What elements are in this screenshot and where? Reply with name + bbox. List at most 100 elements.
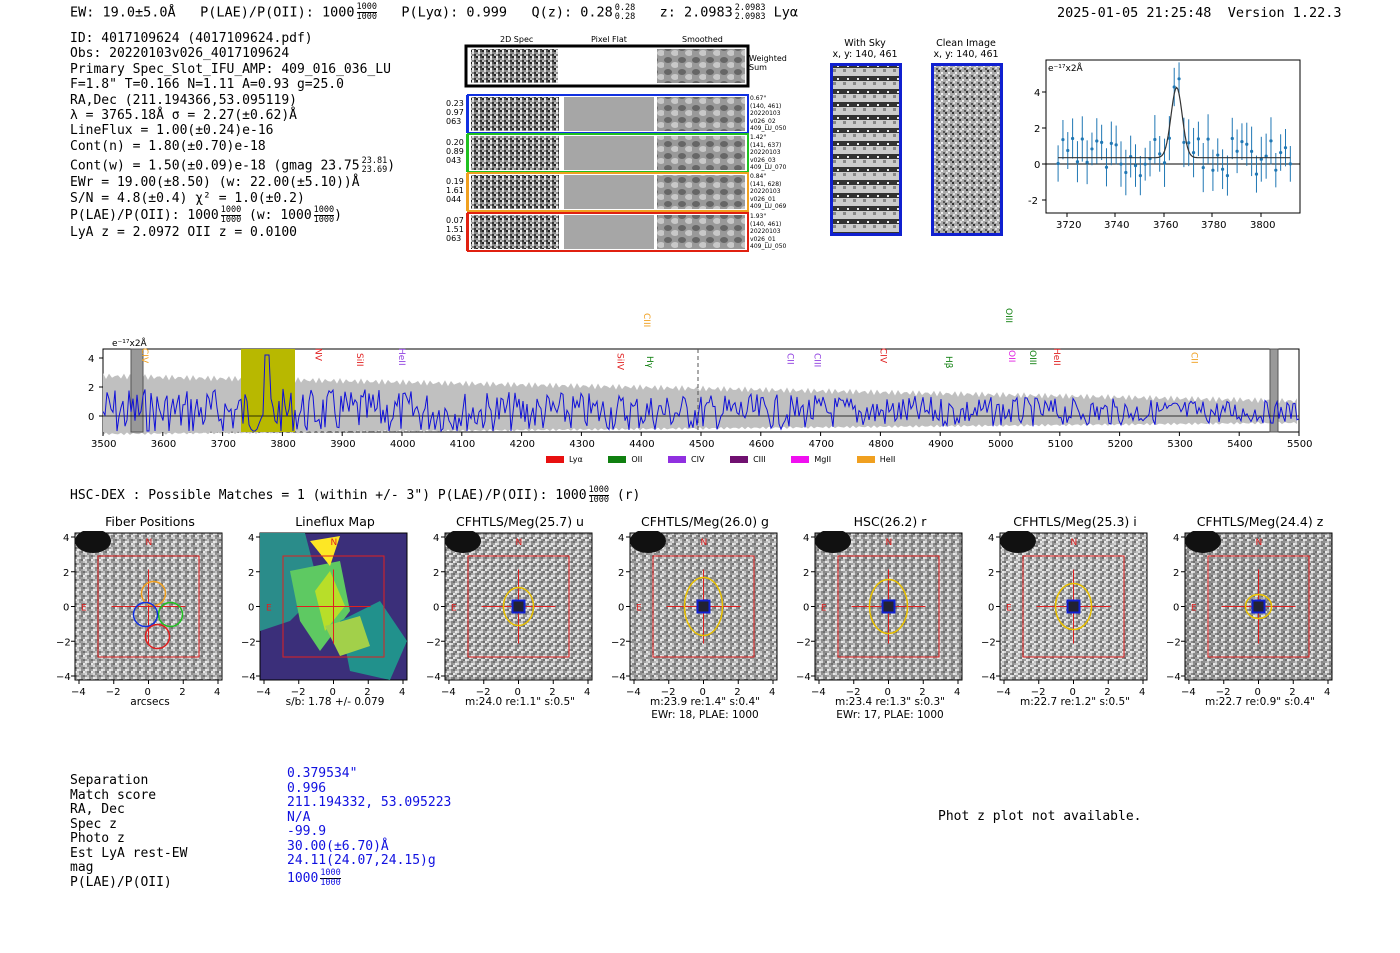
mask-region xyxy=(1269,348,1279,433)
cutout-xtick: 4 xyxy=(1139,687,1145,698)
cutout-caption: m:23.4 re:1.3" s:0.3" xyxy=(835,696,945,708)
cutout-xtick: 2 xyxy=(1289,687,1295,698)
spectrum-xtick: 3900 xyxy=(330,439,355,450)
match-label: Match score xyxy=(70,787,157,803)
cutout-caption: s/b: 1.78 +/- 0.079 xyxy=(285,696,385,708)
legend-item: HeII xyxy=(856,455,895,464)
cutout-xtick: 0 xyxy=(700,687,706,698)
cutout-xtick: 2 xyxy=(364,687,370,698)
timestamp-line: 2025-01-05 21:25:48 Version 1.22.3 xyxy=(1057,5,1342,21)
spectrum-xtick: 4800 xyxy=(868,439,893,450)
zoom-xtick: 3800 xyxy=(1250,220,1275,231)
spectrum-xtick: 5200 xyxy=(1108,439,1133,450)
match-label: Spec z xyxy=(70,816,117,832)
cutout-xtick: −2 xyxy=(1216,687,1231,698)
cutout-row: Fiber Positions N E −4 −2 0 2 4 4 2 0 −2 −4 arcsecs Li… xyxy=(0,511,1400,726)
z-line: Lyα xyxy=(773,4,798,21)
info-primary: Primary Spec_Slot_IFU_AMP: 409_016_036_L… xyxy=(70,61,391,77)
cutout-ytick: 4 xyxy=(433,533,439,544)
spectrum-y-ticks: 4 2 0 xyxy=(88,354,103,423)
cutout-ytick: 2 xyxy=(988,568,994,579)
north-marker: N xyxy=(1256,538,1263,548)
cutout-xtick: 4 xyxy=(1324,687,1330,698)
z-label: z: 2.0983 xyxy=(659,4,733,21)
info-contn: Cont(n) = 1.80(±0.70)e-18 xyxy=(70,138,266,154)
cutout-ytick: 4 xyxy=(988,533,994,544)
info-lineflux: LineFlux = 1.00(±0.24)e-16 xyxy=(70,123,274,139)
north-marker: N xyxy=(701,538,708,548)
info-obs: Obs: 20220103v026_4017109624 xyxy=(70,46,290,62)
cutout-panel: CFHTLS/Meg(24.4) z N E −4 −2 0 2 4 4 2 0 −2 −4 m:22.7… xyxy=(1155,511,1365,726)
cutout-xtick: −4 xyxy=(996,687,1011,698)
cutout-ytick: 4 xyxy=(803,533,809,544)
spectral-line-label: Hβ xyxy=(943,356,953,369)
spectrum-xtick: 4300 xyxy=(569,439,594,450)
cutout-ytick: 0 xyxy=(988,603,994,614)
legend-item: CIII xyxy=(730,455,766,464)
legend-item: CIV xyxy=(668,455,704,464)
spectrum-xtick: 4500 xyxy=(689,439,714,450)
cutout-caption: m:24.0 re:1.1" s:0.5" xyxy=(465,696,575,708)
cutout-caption: m:22.7 re:0.9" s:0.4" xyxy=(1205,696,1315,708)
spectrum-unit-label: e⁻¹⁷x2Å xyxy=(112,337,148,349)
zoom-ytick: 0 xyxy=(1034,160,1040,171)
cutout-title: CFHTLS/Meg(26.0) g xyxy=(641,514,769,529)
spectrum-xtick: 4900 xyxy=(928,439,953,450)
zoom-ytick: -2 xyxy=(1028,196,1038,207)
plya-value: P(Lyα): 0.999 xyxy=(401,4,508,21)
cutout-ytick: 2 xyxy=(433,568,439,579)
east-marker: E xyxy=(821,604,827,614)
north-marker: N xyxy=(146,538,153,548)
match-values: 0.379534" 0.996 211.194332, 53.095223 N/… xyxy=(287,766,451,888)
cutout-xtick: −2 xyxy=(1031,687,1046,698)
clean-image xyxy=(931,63,1003,236)
cutout-panel: CFHTLS/Meg(25.3) i N E −4 −2 0 2 4 4 2 0 −2 −4 m:22.7… xyxy=(970,511,1180,726)
cutout-ytick: −4 xyxy=(796,672,811,683)
north-marker: N xyxy=(516,538,523,548)
row-right-1: 0.67" (140, 461) 20220103 v026_02 409_LU_050 xyxy=(750,95,787,132)
spectrum-xtick: 4700 xyxy=(809,439,834,450)
spectral-line-label: CIII xyxy=(812,353,822,367)
hsc-dex-line: HSC-DEX : Possible Matches = 1 (within +… xyxy=(70,485,641,505)
cutout-xtick: 2 xyxy=(549,687,555,698)
cutout-xtick: 2 xyxy=(179,687,185,698)
row-right-4: 1.93" (140, 461) 20220103 v026_01 409_LU_050 xyxy=(750,213,787,250)
cutout-ytick: 2 xyxy=(63,568,69,579)
legend-item: OII xyxy=(608,455,642,464)
cutout-xtick: −4 xyxy=(256,687,271,698)
cutout-panel: Lineflux Map N E −4 −2 0 2 4 4 2 0 −2 −4 s/b: 1.78 +/… xyxy=(230,511,440,726)
east-marker: E xyxy=(451,604,457,614)
cutout-caption: m:23.9 re:1.4" s:0.4" xyxy=(650,696,760,708)
col-2d-spec: 2D Spec xyxy=(500,35,534,44)
info-sn: S/N = 4.8(±0.4) χ² = 1.0(±0.2) xyxy=(70,190,305,206)
east-marker: E xyxy=(1006,604,1012,614)
match-value: 0.996 xyxy=(287,780,327,796)
cutout-xtick: 0 xyxy=(1070,687,1076,698)
spectral-line-label: CIII xyxy=(641,313,651,327)
spectrum-xtick: 4200 xyxy=(510,439,535,450)
cutout-xtick: −4 xyxy=(626,687,641,698)
cutout-ytick: −2 xyxy=(426,637,441,648)
info-params: F=1.8" T=0.166 N=1.11 A=0.93 g=25.0 xyxy=(70,77,344,93)
row-right-3: 0.84" (141, 628) 20220103 v026_01 409_LU_069 xyxy=(750,173,787,210)
cutout-panel: Fiber Positions N E −4 −2 0 2 4 4 2 0 −2 −4 arcsecs xyxy=(45,511,255,726)
with-sky-image xyxy=(830,63,902,236)
cutout-image: N E −4 −2 0 2 4 4 2 0 −2 −4 xyxy=(241,532,408,698)
cutout-ytick: 2 xyxy=(248,568,254,579)
cutout-image: N E −4 −2 0 2 4 4 2 0 −2 −4 xyxy=(981,531,1148,698)
info-plae: P(LAE)/P(OII): 1000 1000 1000 (w: 1000 1000… xyxy=(70,205,342,226)
line-highlight xyxy=(241,349,295,432)
info-ewr: EWr = 19.00(±8.50) (w: 22.00(±5.10))Å xyxy=(70,175,360,191)
col-smoothed: Smoothed xyxy=(682,35,723,44)
cutout-ytick: 2 xyxy=(1173,568,1179,579)
match-value: -99.9 xyxy=(287,824,327,839)
photz-message: Phot z plot not available. xyxy=(938,809,1142,824)
spectrum-xtick: 5100 xyxy=(1048,439,1073,450)
cutout-ytick: −2 xyxy=(241,637,256,648)
cutout-ytick: −4 xyxy=(426,672,441,683)
cutout-xtick: −2 xyxy=(661,687,676,698)
cutout-ytick: −4 xyxy=(1166,672,1181,683)
cutout-xtick: −4 xyxy=(811,687,826,698)
cutout-caption: m:22.7 re:1.2" s:0.5" xyxy=(1020,696,1130,708)
cutout-xtick: −4 xyxy=(441,687,456,698)
